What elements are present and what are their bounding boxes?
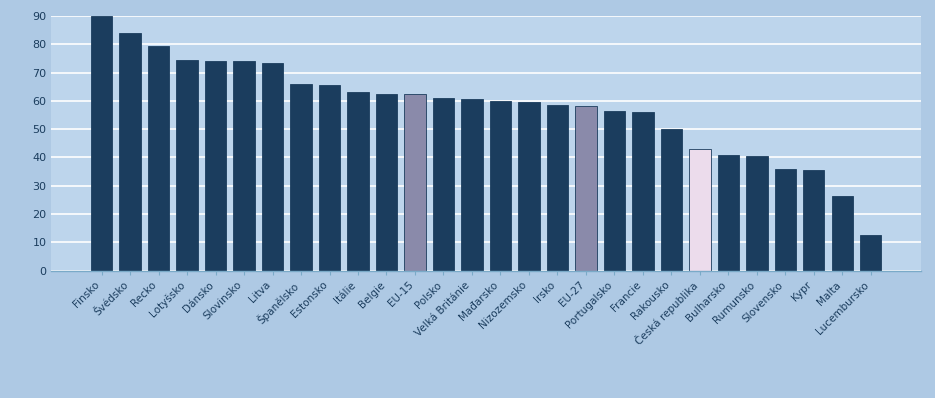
Bar xyxy=(490,101,511,271)
Bar xyxy=(518,102,539,271)
Bar xyxy=(461,100,482,271)
Bar xyxy=(148,46,169,271)
Bar xyxy=(803,170,825,271)
Bar xyxy=(433,98,454,271)
Bar xyxy=(319,85,340,271)
Bar xyxy=(205,61,226,271)
Bar xyxy=(774,169,796,271)
Bar xyxy=(689,149,711,271)
Bar xyxy=(661,129,682,271)
Bar xyxy=(347,92,368,271)
Bar xyxy=(746,156,768,271)
Bar xyxy=(547,105,568,271)
Bar xyxy=(120,33,141,271)
Bar xyxy=(575,107,597,271)
Bar xyxy=(632,112,654,271)
Bar xyxy=(291,84,311,271)
Bar xyxy=(262,62,283,271)
Bar xyxy=(860,235,882,271)
Bar xyxy=(234,61,254,271)
Bar xyxy=(376,94,397,271)
Bar xyxy=(91,16,112,271)
Bar xyxy=(404,94,425,271)
Bar xyxy=(831,196,853,271)
Bar xyxy=(177,60,198,271)
Bar xyxy=(718,154,739,271)
Bar xyxy=(604,111,626,271)
